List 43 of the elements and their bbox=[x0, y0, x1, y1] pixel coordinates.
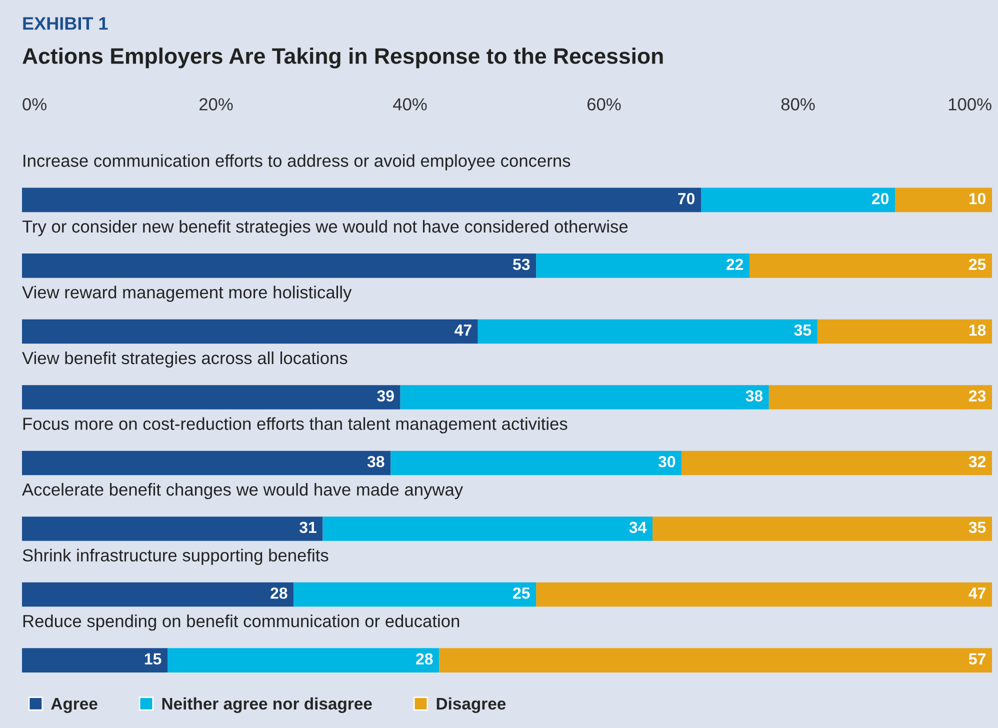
data-label: 25 bbox=[513, 587, 530, 599]
x-tick-label: 0% bbox=[22, 98, 46, 110]
data-label: 23 bbox=[968, 390, 986, 402]
data-label: 35 bbox=[794, 324, 812, 336]
y-tick-label: Reduce spending on benefit communication or education bbox=[23, 614, 460, 631]
data-label: 31 bbox=[299, 522, 316, 534]
y-tick-label: Try or consider new benefit strategies we would not have considered otherwise bbox=[22, 220, 628, 236]
y-tick-label: Increase communication efforts to address or avoid employee concerns bbox=[24, 154, 570, 170]
x-tick-label: 80% bbox=[781, 98, 815, 110]
data-label: 10 bbox=[969, 192, 986, 204]
data-label: 39 bbox=[377, 390, 394, 402]
data-label: 25 bbox=[968, 258, 986, 270]
y-tick-label: Focus more on cost-reduction efforts than talent management activities bbox=[23, 417, 568, 434]
data-label: 70 bbox=[678, 192, 695, 204]
data-label: 20 bbox=[872, 192, 889, 204]
x-tick-label: 20% bbox=[200, 98, 233, 110]
y-tick-label: View benefit strategies across all locations bbox=[22, 351, 348, 368]
data-label: 35 bbox=[968, 522, 986, 534]
data-label: 57 bbox=[968, 653, 986, 665]
x-tick-label: 40% bbox=[393, 98, 427, 110]
data-label: 32 bbox=[968, 456, 986, 468]
y-tick-label: Shrink infrastructure supporting benefits bbox=[22, 548, 328, 565]
data-label: 47 bbox=[454, 324, 472, 336]
data-label: 22 bbox=[726, 258, 744, 270]
y-tick-label: View reward management more holistically bbox=[22, 286, 352, 302]
chart-subtitle: EXHIBIT 1 bbox=[23, 17, 108, 30]
data-label: 28 bbox=[416, 653, 433, 665]
legend-label: Neither agree nor disagree bbox=[162, 697, 372, 713]
data-label: 18 bbox=[969, 324, 986, 336]
data-label: 38 bbox=[367, 456, 384, 468]
data-label: 53 bbox=[513, 258, 530, 270]
data-label: 47 bbox=[968, 588, 986, 599]
data-label: 28 bbox=[270, 587, 288, 599]
data-label: 30 bbox=[658, 456, 676, 468]
data-label: 34 bbox=[629, 522, 647, 534]
x-tick-label: 100% bbox=[948, 98, 992, 110]
legend-label: Disagree bbox=[436, 697, 506, 713]
chart-title: Actions Employers Are Taking in Response to the Recession bbox=[22, 48, 663, 68]
x-tick-label: 60% bbox=[588, 98, 621, 110]
legend-label: Agree bbox=[51, 698, 98, 713]
data-label: 38 bbox=[746, 390, 763, 402]
y-tick-label: Accelerate benefit changes we would have made anyway bbox=[22, 482, 464, 500]
data-label: 15 bbox=[144, 653, 162, 665]
